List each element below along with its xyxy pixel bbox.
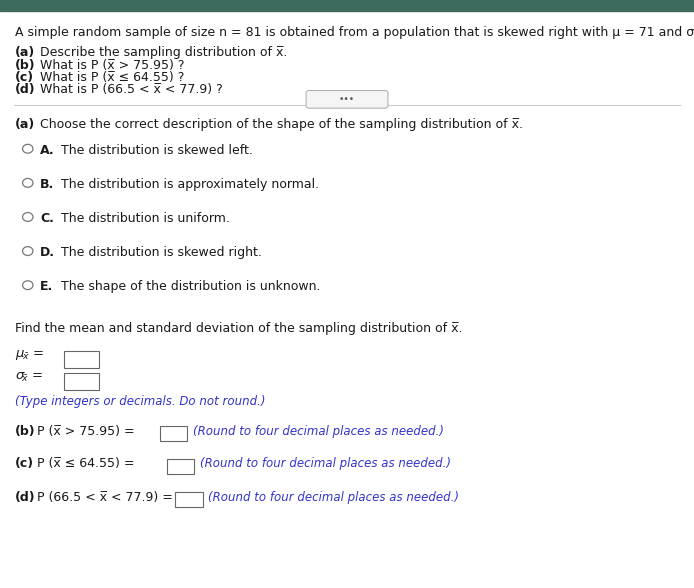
Text: (b): (b) bbox=[15, 59, 36, 72]
Text: What is P (x̅ ≤ 64.55) ?: What is P (x̅ ≤ 64.55) ? bbox=[40, 71, 185, 84]
Text: (Type integers or decimals. Do not round.): (Type integers or decimals. Do not round… bbox=[15, 395, 266, 408]
Text: The distribution is approximately normal.: The distribution is approximately normal… bbox=[61, 178, 319, 191]
Text: (c): (c) bbox=[15, 457, 35, 470]
Text: (d): (d) bbox=[15, 491, 36, 504]
Text: (Round to four decimal places as needed.): (Round to four decimal places as needed.… bbox=[208, 491, 459, 504]
Text: P (66.5 < x̅ < 77.9) =: P (66.5 < x̅ < 77.9) = bbox=[37, 491, 174, 504]
Text: (a): (a) bbox=[15, 46, 35, 59]
Text: (a): (a) bbox=[15, 118, 35, 131]
Text: Describe the sampling distribution of x̅.: Describe the sampling distribution of x̅… bbox=[40, 46, 287, 59]
Text: The distribution is uniform.: The distribution is uniform. bbox=[61, 212, 230, 225]
Text: D.: D. bbox=[40, 246, 56, 259]
Text: C.: C. bbox=[40, 212, 54, 225]
Text: (b): (b) bbox=[15, 425, 36, 437]
Text: The distribution is skewed right.: The distribution is skewed right. bbox=[61, 246, 262, 259]
Text: A.: A. bbox=[40, 144, 55, 157]
Text: E.: E. bbox=[40, 280, 53, 293]
Text: (d): (d) bbox=[15, 83, 36, 96]
Text: (c): (c) bbox=[15, 71, 35, 84]
Text: $\sigma_{\!\bar{x}}$ =: $\sigma_{\!\bar{x}}$ = bbox=[15, 370, 44, 383]
Text: A simple random sample of size n = 81 is obtained from a population that is skew: A simple random sample of size n = 81 is… bbox=[15, 26, 694, 39]
Text: P (x̅ ≤ 64.55) =: P (x̅ ≤ 64.55) = bbox=[37, 457, 135, 470]
Text: Choose the correct description of the shape of the sampling distribution of x̅.: Choose the correct description of the sh… bbox=[36, 118, 523, 131]
Text: Find the mean and standard deviation of the sampling distribution of x̅.: Find the mean and standard deviation of … bbox=[15, 322, 463, 335]
Text: (Round to four decimal places as needed.): (Round to four decimal places as needed.… bbox=[193, 425, 444, 437]
Text: (Round to four decimal places as needed.): (Round to four decimal places as needed.… bbox=[200, 457, 451, 470]
Text: P (x̅ > 75.95) =: P (x̅ > 75.95) = bbox=[37, 425, 135, 437]
Text: B.: B. bbox=[40, 178, 55, 191]
Text: The shape of the distribution is unknown.: The shape of the distribution is unknown… bbox=[61, 280, 321, 293]
Text: The distribution is skewed left.: The distribution is skewed left. bbox=[61, 144, 253, 157]
Text: $\mu_{\!\bar{x}}$ =: $\mu_{\!\bar{x}}$ = bbox=[15, 348, 44, 362]
Text: What is P (66.5 < x̅ < 77.9) ?: What is P (66.5 < x̅ < 77.9) ? bbox=[40, 83, 223, 96]
Text: What is P (x̅ > 75.95) ?: What is P (x̅ > 75.95) ? bbox=[40, 59, 185, 72]
Text: •••: ••• bbox=[339, 95, 355, 104]
